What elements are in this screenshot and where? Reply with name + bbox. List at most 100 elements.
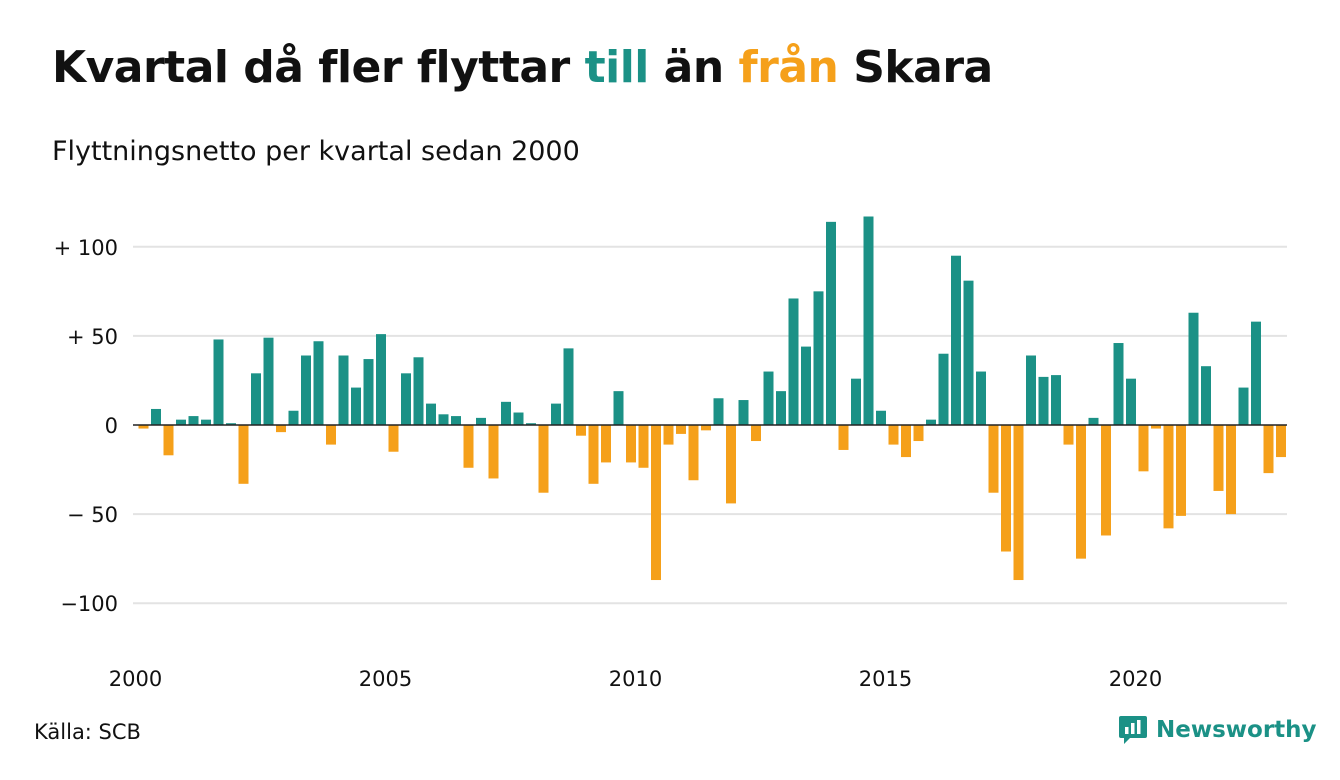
- bar: [726, 425, 736, 504]
- newsworthy-logo: Newsworthy: [1118, 714, 1317, 746]
- bar: [826, 221, 836, 425]
- bar: [376, 334, 386, 425]
- bar: [976, 371, 986, 425]
- bar: [288, 410, 299, 425]
- bar: [738, 400, 749, 425]
- bar: [338, 355, 349, 425]
- bar: [1063, 425, 1074, 445]
- bar: [613, 391, 624, 425]
- x-tick-label: 2020: [1109, 667, 1162, 691]
- x-tick-label: 2000: [109, 667, 162, 691]
- bar: [963, 280, 974, 425]
- bar: [238, 425, 249, 484]
- bar: [813, 291, 824, 425]
- chart-title: Kvartal då fler flyttar till än från Ska…: [52, 42, 993, 93]
- bar: [601, 425, 611, 463]
- y-tick-label: −100: [60, 592, 118, 616]
- bar: [951, 255, 961, 425]
- title-highlight-fran: från: [738, 42, 839, 93]
- bar: [213, 339, 224, 425]
- bar: [626, 425, 636, 463]
- bar: [163, 425, 174, 456]
- bar: [476, 417, 486, 425]
- y-tick-label: + 100: [54, 236, 118, 260]
- bar: [1238, 387, 1249, 425]
- bar: [526, 423, 536, 425]
- bar: [851, 378, 861, 425]
- x-tick-label: 2015: [859, 667, 912, 691]
- bar: [363, 359, 374, 425]
- bar: [788, 298, 799, 425]
- bar: [1276, 425, 1286, 458]
- chart-subtitle: Flyttningsnetto per kvartal sedan 2000: [52, 136, 580, 167]
- bar: [938, 353, 949, 425]
- bar: [426, 403, 436, 425]
- bar: [913, 425, 924, 442]
- bar: [1251, 321, 1261, 425]
- bar: [838, 425, 849, 450]
- bar: [1026, 355, 1036, 425]
- bar: [876, 410, 886, 425]
- bar: [1201, 366, 1211, 425]
- chart-bubble-icon: [1119, 716, 1147, 744]
- y-tick-label: + 50: [67, 325, 118, 349]
- bar: [351, 387, 361, 425]
- bar: [463, 425, 474, 468]
- title-part-3: Skara: [838, 42, 993, 93]
- bar: [1226, 425, 1236, 515]
- bar: [1213, 425, 1224, 491]
- bar: [313, 341, 324, 425]
- y-tick-label: − 50: [67, 503, 118, 527]
- bar: [276, 425, 286, 433]
- bar: [151, 408, 161, 425]
- bar: [1076, 425, 1086, 559]
- logo-text: Newsworthy: [1156, 717, 1317, 743]
- bar: [926, 419, 936, 425]
- bar: [751, 425, 761, 442]
- bar: [888, 425, 899, 445]
- bar: [988, 425, 999, 493]
- bar: [651, 425, 661, 581]
- bar: [1176, 425, 1186, 516]
- bar: [513, 412, 524, 425]
- title-part-1: Kvartal då fler flyttar: [52, 42, 585, 93]
- bar: [713, 398, 724, 425]
- bar: [763, 371, 774, 425]
- bar: [301, 355, 311, 425]
- bar: [801, 346, 811, 425]
- bar: [776, 391, 786, 425]
- bar: [401, 373, 411, 425]
- bar: [676, 425, 686, 434]
- bar: [688, 425, 699, 481]
- bar: [176, 419, 186, 425]
- bar: [588, 425, 599, 484]
- bar: [451, 416, 461, 425]
- title-part-2: än: [648, 42, 739, 93]
- bar: [1188, 312, 1199, 425]
- bar: [488, 425, 499, 479]
- bar: [413, 357, 424, 425]
- x-tick-label: 2005: [359, 667, 412, 691]
- bar: [1163, 425, 1174, 529]
- bar: [863, 216, 874, 425]
- bar: [576, 425, 586, 436]
- bar: [1263, 425, 1274, 474]
- bar: [701, 425, 711, 431]
- source-note: Källa: SCB: [34, 720, 141, 744]
- bar: [1138, 425, 1149, 472]
- y-tick-label: 0: [105, 414, 118, 438]
- bar: [501, 401, 511, 425]
- bar: [188, 416, 199, 425]
- bar: [1113, 343, 1124, 425]
- bar: [1051, 375, 1061, 425]
- title-highlight-till: till: [584, 42, 650, 93]
- bar: [138, 425, 149, 429]
- bar: [326, 425, 336, 445]
- bar: [551, 403, 561, 425]
- bar: [663, 425, 674, 445]
- bar: [1001, 425, 1011, 552]
- bar: [388, 425, 399, 452]
- bar: [901, 425, 911, 458]
- bar: [263, 337, 274, 425]
- bar: [638, 425, 649, 468]
